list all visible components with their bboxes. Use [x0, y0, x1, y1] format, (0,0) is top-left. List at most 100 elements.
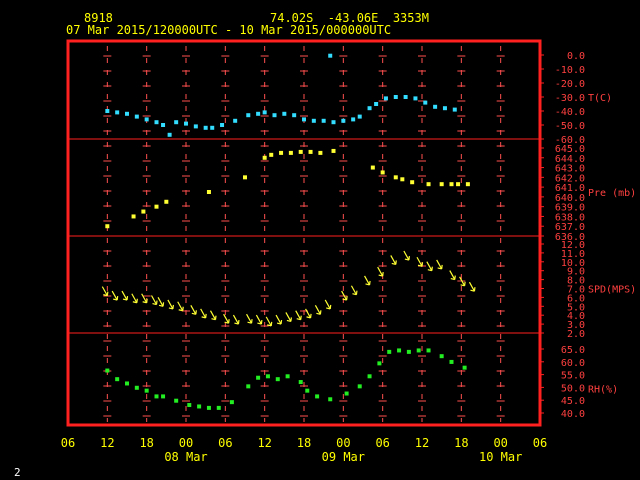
y-tick-label: 636.0 [555, 232, 585, 243]
data-point [449, 359, 454, 364]
y-tick-label: 3.0 [567, 320, 585, 331]
panel-2: 12.011.010.09.08.07.06.05.04.03.02.0 SPD(… [101, 240, 636, 340]
data-point [331, 120, 336, 125]
data-point [308, 149, 313, 154]
data-point [161, 123, 166, 127]
wind-arrow [468, 281, 476, 292]
data-point [311, 118, 316, 123]
gridlines [103, 46, 505, 422]
y-tick-label: 645.0 [555, 144, 585, 155]
x-tick-label: 06 [375, 436, 389, 450]
data-point [243, 175, 247, 180]
data-point [367, 374, 372, 379]
data-point [380, 170, 385, 175]
y-tick-label: 9.0 [567, 267, 585, 278]
data-point [216, 405, 221, 410]
data-point [456, 182, 461, 187]
y-tick-label: 640.0 [555, 193, 585, 204]
data-point [433, 104, 438, 109]
data-point [220, 123, 225, 127]
panel-3: 65.0 60.0 55.050.0 45.0 40.0 RH(%) [105, 345, 618, 420]
data-point [144, 117, 149, 122]
wind-arrow [223, 313, 230, 324]
data-point [197, 404, 202, 409]
data-point [174, 120, 179, 125]
x-axis: 06 12 18 00 06 12 18 00 06 12 18 00 06 08 Mar 09 Mar 10… [61, 436, 547, 464]
x-tick-label: 06 [218, 436, 232, 450]
data-point [184, 121, 188, 126]
data-point [134, 385, 139, 390]
wind-arrow [150, 295, 158, 306]
wind-arrow [324, 299, 332, 310]
data-point [292, 113, 297, 118]
data-point [161, 394, 166, 399]
wind-arrow [157, 297, 165, 307]
y-tick-label: 10.0 [561, 258, 585, 269]
data-point [105, 224, 110, 229]
y-tick-label: -50.0 [555, 121, 585, 132]
data-point [393, 95, 398, 99]
data-point [465, 182, 470, 187]
data-point [397, 348, 402, 353]
wind-arrow [314, 305, 322, 315]
y-tick-label: 2.0 [567, 329, 585, 340]
wind-arrow [390, 255, 397, 266]
data-point [174, 398, 179, 403]
y-tick-label: 638.0 [555, 212, 585, 223]
data-point [105, 368, 110, 373]
data-point [462, 365, 467, 370]
panel-label: RH(%) [588, 385, 618, 396]
x-tick-label: 18 [139, 436, 153, 450]
wind-arrow [285, 312, 292, 323]
data-point [167, 132, 172, 137]
panel-label: SPD(MPS) [588, 285, 636, 296]
data-point [298, 149, 303, 154]
data-point [141, 209, 146, 214]
data-point [134, 114, 139, 119]
data-point [193, 124, 198, 129]
date-label: 10 Mar [479, 450, 522, 464]
wind-arrow [131, 293, 138, 304]
data-point [125, 381, 129, 386]
data-point [105, 109, 110, 113]
data-point [187, 403, 192, 408]
data-point [305, 388, 310, 393]
y-tick-label: 8.0 [567, 276, 585, 287]
data-point [426, 348, 431, 353]
date-label: 09 Mar [322, 450, 365, 464]
data-point [377, 361, 382, 366]
data-point [131, 214, 136, 219]
station-id: 8918 [84, 11, 113, 25]
data-point [233, 118, 238, 123]
data-point [256, 375, 261, 380]
data-point [144, 388, 149, 393]
wind-arrow [200, 308, 207, 319]
wind-arrow [275, 314, 283, 325]
wind-arrow [190, 305, 197, 315]
data-point [406, 349, 411, 354]
data-point [164, 199, 169, 204]
y-tick-label: -40.0 [555, 107, 585, 118]
data-point [154, 120, 159, 125]
data-point [403, 95, 408, 99]
x-tick-label: 18 [297, 436, 311, 450]
data-point [315, 394, 320, 399]
y-tick-label: 644.0 [555, 154, 585, 165]
y-tick-label: 0.0 [567, 51, 585, 62]
x-tick-label: 06 [533, 436, 547, 450]
data-point [269, 152, 274, 157]
y-tick-label: 637.0 [555, 222, 585, 233]
data-point [331, 148, 336, 153]
data-point [351, 117, 356, 122]
panel-label: Pre (mb) [588, 188, 636, 199]
wind-arrow [436, 259, 443, 270]
y-tick-label: 65.0 [561, 345, 585, 356]
data-point [328, 53, 333, 58]
chart-frame [66, 39, 542, 427]
y-tick-label: 642.0 [555, 173, 585, 184]
x-tick-label: 12 [415, 436, 429, 450]
wind-arrow [295, 310, 302, 321]
data-point [282, 111, 287, 116]
wind-arrow [121, 290, 129, 301]
